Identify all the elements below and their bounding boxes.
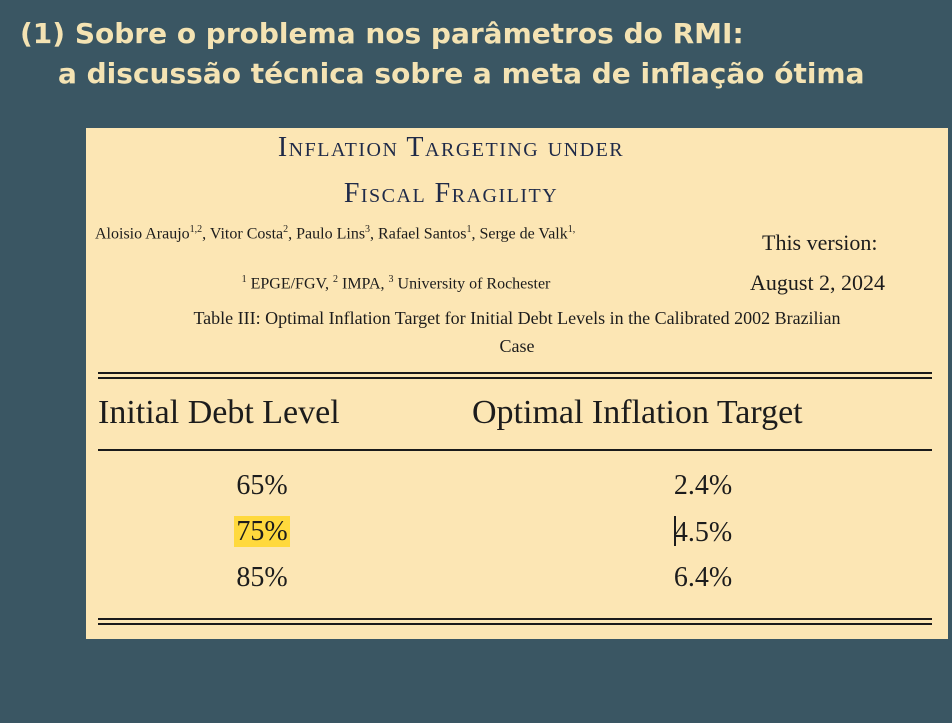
table-caption-line-2: Case — [499, 336, 535, 356]
header-initial-debt-level: Initial Debt Level — [98, 394, 340, 431]
table-header-rule — [98, 449, 932, 451]
author-separator: , — [370, 225, 379, 243]
table-top-rule-inner — [98, 377, 932, 379]
slide-title-line-2: a discussão técnica sobre a meta de infl… — [58, 57, 865, 90]
affiliation-name: IMPA — [341, 275, 381, 293]
author-affiliation-sup: 2 — [283, 224, 289, 235]
author-name: Aloisio Araujo — [95, 225, 190, 243]
paper-excerpt-panel: Inflation Targeting under Fiscal Fragili… — [86, 128, 948, 639]
version-date: August 2, 2024 — [750, 270, 886, 295]
paper-title-line-1: Inflation Targeting under — [277, 132, 625, 163]
author-affiliation-sup: 3 — [365, 224, 371, 235]
author-name: Rafael Santos — [378, 225, 467, 243]
table-caption: Table III: Optimal Inflation Target for … — [90, 304, 944, 360]
affiliation-sup: 3 — [388, 274, 394, 285]
header-optimal-inflation-target: Optimal Inflation Target — [472, 394, 803, 431]
inflation-target-cell: 4.5% — [633, 516, 773, 549]
highlighted-debt-value: 75% — [234, 516, 290, 547]
table-bottom-rule-inner — [98, 623, 932, 625]
affiliation-sup: 2 — [332, 274, 338, 285]
inflation-target-cell: 2.4% — [673, 470, 733, 501]
table-caption-line-1: Table III: Optimal Inflation Target for … — [193, 308, 841, 328]
affiliation-sup: 1 — [241, 274, 247, 285]
author-list: Aloisio Araujo1,2, Vitor Costa2, Paulo L… — [95, 224, 575, 243]
inflation-target-value: 4.5% — [673, 517, 733, 548]
author-name: Paulo Lins — [296, 225, 366, 243]
slide-title-line-1: (1) Sobre o problema nos parâmetros do R… — [20, 17, 744, 50]
debt-level-cell-highlighted: 75% — [192, 516, 332, 548]
author-separator: , — [471, 225, 480, 243]
affiliation-list: 1 EPGE/FGV, 2 IMPA, 3 University of Roch… — [86, 274, 706, 293]
debt-level-cell: 65% — [236, 470, 288, 501]
author-affiliation-sup: 1 — [466, 224, 472, 235]
author-affiliation-sup: 1,2 — [189, 224, 203, 235]
affiliation-name: University of Rochester — [397, 275, 551, 293]
table-top-rule — [98, 372, 932, 374]
version-label: This version: — [762, 230, 878, 255]
table-bottom-rule — [98, 618, 932, 620]
author-name: Vitor Costa — [209, 225, 284, 243]
paper-title-line-2: Fiscal Fragility — [343, 178, 559, 209]
author-affiliation-sup: 1, — [567, 224, 576, 235]
author-separator: , — [288, 225, 297, 243]
affiliation-separator: , — [324, 275, 333, 293]
affiliation-separator: , — [380, 275, 389, 293]
author-name: Serge de Valk — [479, 225, 568, 243]
text-cursor-icon — [673, 516, 676, 546]
slide-title: (1) Sobre o problema nos parâmetros do R… — [20, 14, 940, 94]
inflation-target-cell: 6.4% — [673, 562, 733, 593]
affiliation-name: EPGE/FGV — [250, 275, 325, 293]
author-separator: , — [202, 225, 210, 243]
debt-level-cell: 85% — [236, 562, 288, 593]
